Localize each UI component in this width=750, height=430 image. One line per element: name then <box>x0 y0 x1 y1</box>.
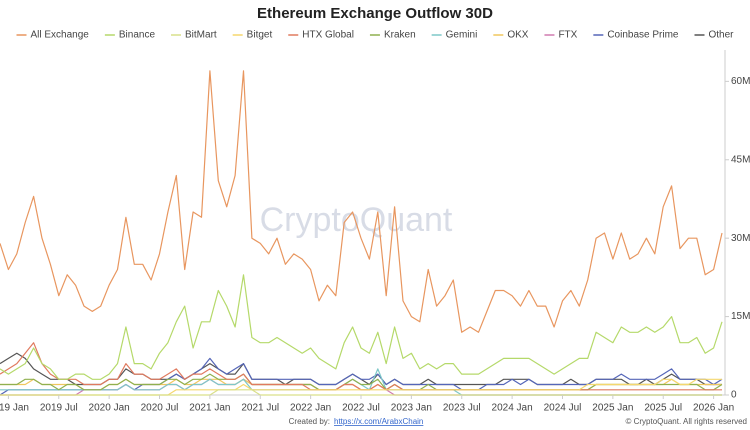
series-line <box>0 373 723 391</box>
x-tick-label: 2019 Jan <box>0 403 29 414</box>
legend-label: BitMart <box>185 30 217 41</box>
y-tick-label: 15M <box>731 311 750 322</box>
legend-label: HTX Global <box>302 30 354 41</box>
series-line <box>0 378 722 396</box>
y-tick-label: 30M <box>731 233 750 244</box>
legend-label: Coinbase Prime <box>607 30 679 41</box>
series-line <box>0 342 722 391</box>
x-tick-label: 2025 Jan <box>592 403 633 414</box>
legend-label: Kraken <box>384 30 416 41</box>
x-tick-label: 2024 Jan <box>492 403 533 414</box>
credit-label: Created by: <box>289 417 330 426</box>
chart-title: Ethereum Exchange Outflow 30D <box>257 5 493 22</box>
series-line <box>0 70 723 333</box>
x-tick-label: 2022 Jan <box>290 403 331 414</box>
watermark: CryptoQuant <box>260 201 453 239</box>
legend-label: FTX <box>558 30 577 41</box>
y-tick-label: 0 <box>731 390 737 401</box>
legend-label: Binance <box>119 30 156 41</box>
legend-label: OKX <box>507 30 528 41</box>
series-line <box>0 274 723 380</box>
x-tick-label: 2026 Jan <box>693 403 734 414</box>
legend: All Exchange Binance BitMart Bitget HTX Glob… <box>16 30 734 41</box>
x-tick-label: 2019 Jul <box>40 403 78 414</box>
x-tick-label: 2025 Jul <box>644 403 682 414</box>
series-line <box>0 389 722 396</box>
x-tick-label: 2023 Jul <box>443 403 481 414</box>
series-line <box>0 368 722 396</box>
x-tick-label: 2020 Jul <box>141 403 179 414</box>
x-tick-label: 2021 Jan <box>189 403 230 414</box>
plot-area <box>0 70 723 396</box>
y-tick-label: 60M <box>731 76 750 87</box>
legend-label: All Exchange <box>30 30 89 41</box>
x-tick-label: 2020 Jan <box>89 403 130 414</box>
legend-label: Other <box>708 30 734 41</box>
x-tick-label: 2021 Jul <box>241 403 279 414</box>
legend-label: Bitget <box>247 30 273 41</box>
copyright: © CryptoQuant. All rights reserved <box>626 417 748 426</box>
x-tick-label: 2023 Jan <box>391 403 432 414</box>
x-tick-label: 2022 Jul <box>342 403 380 414</box>
credit-link[interactable]: https://x.com/ArabxChain <box>334 417 423 426</box>
y-tick-label: 45M <box>731 154 750 165</box>
legend-label: Gemini <box>446 30 478 41</box>
series-line <box>0 378 722 396</box>
x-tick-label: 2024 Jul <box>544 403 582 414</box>
